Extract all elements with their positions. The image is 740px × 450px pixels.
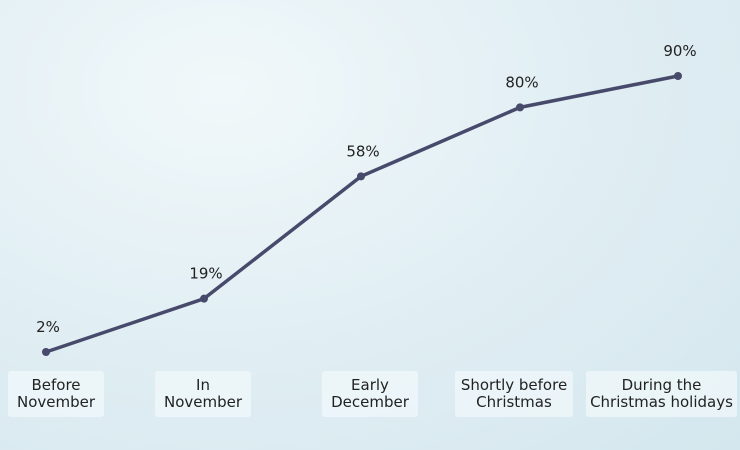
x-tick-label: Shortly before Christmas (455, 371, 573, 417)
value-label: 58% (346, 142, 379, 160)
point (200, 294, 208, 303)
point (516, 103, 524, 112)
x-tick-label: In November (155, 371, 251, 417)
value-label: 2% (36, 318, 60, 336)
line (45, 74, 679, 354)
x-tick-label: Early December (322, 371, 418, 417)
value-label: 19% (189, 265, 222, 283)
x-tick-label: Before November (8, 371, 104, 417)
value-label: 80% (505, 73, 538, 91)
value-label: 90% (663, 42, 696, 60)
x-tick-label: During the Christmas holidays (586, 371, 737, 417)
point (674, 72, 682, 80)
point (42, 348, 50, 356)
point (357, 172, 365, 181)
